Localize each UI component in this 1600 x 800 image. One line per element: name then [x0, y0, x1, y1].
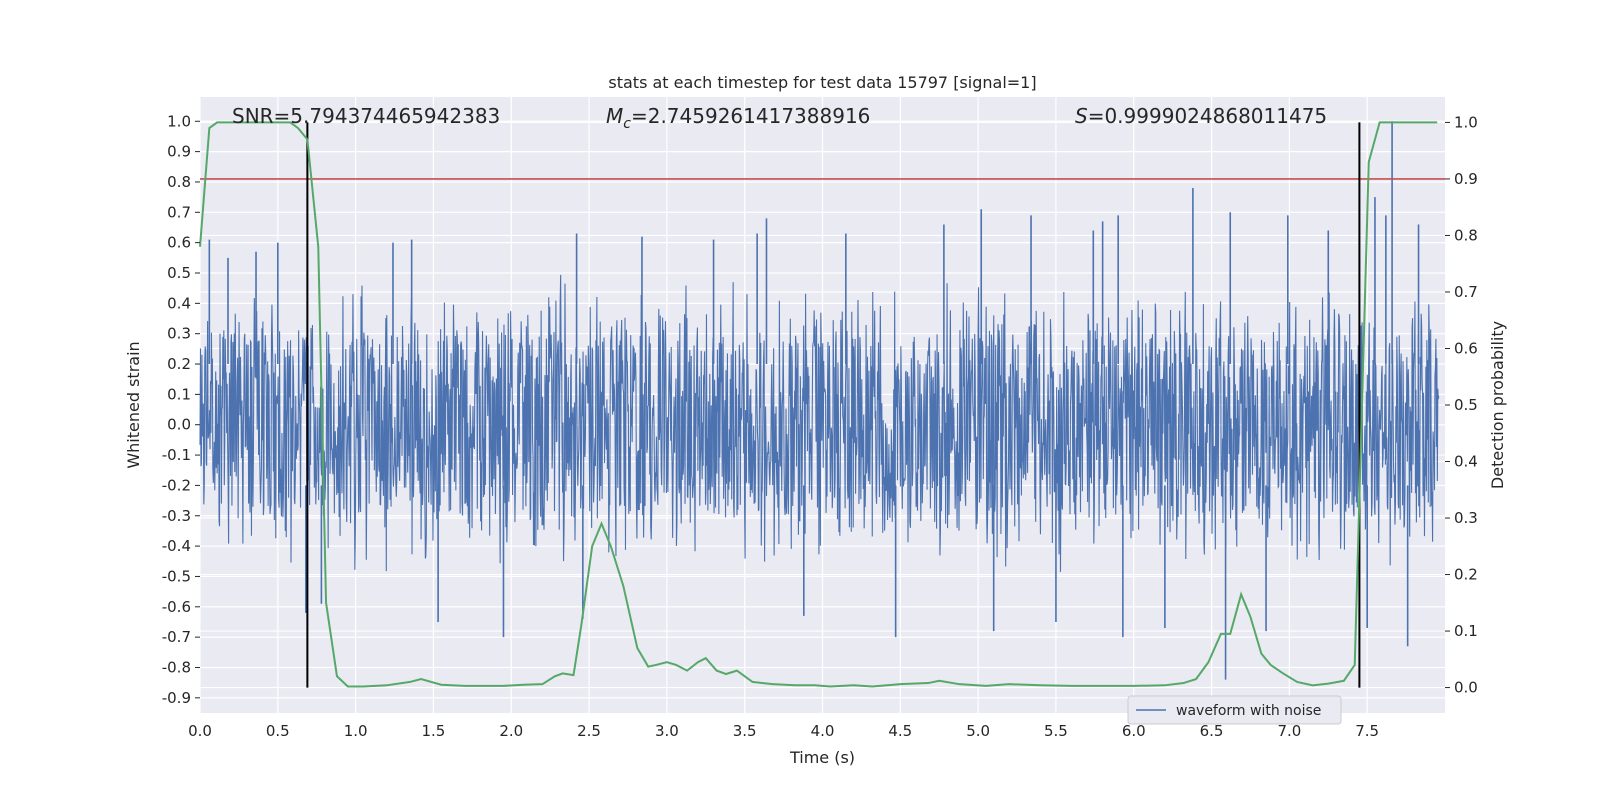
y2-tick-label: 0.2: [1454, 566, 1478, 584]
x-tick-label: 0.5: [266, 722, 290, 740]
axes: 0.0 0.5 1.0 1.5 2.0 2.5 3.0 3.5 4.0 4.5 5.0 5.5 6.0 6…: [162, 112, 1478, 740]
y-tick-label: -0.6: [162, 598, 191, 616]
y-tick-label: 0.8: [167, 173, 191, 191]
legend-box: [1127, 695, 1342, 725]
x-tick-label: 6.0: [1122, 722, 1146, 740]
y-tick-label: -0.5: [162, 567, 191, 585]
waveform-spikes: [208, 121, 1420, 680]
y-axis-label: Whitened strain: [124, 341, 143, 468]
y2-tick-label: 0.5: [1454, 396, 1478, 414]
y2-axis-label: Detection probability: [1488, 321, 1507, 489]
x-tick-label: 2.0: [499, 722, 523, 740]
waveform-path: [199, 274, 1440, 572]
chirp-mass-annotation: Mc=2.7459261417388916: [606, 104, 870, 132]
x-tick-label: 0.0: [188, 722, 212, 740]
x-tick-label: 6.5: [1200, 722, 1224, 740]
x-tick-label: 4.0: [811, 722, 835, 740]
score-symbol: S: [1075, 104, 1088, 128]
y-tick-label: 0.2: [167, 355, 191, 373]
y-tick-label: -0.8: [162, 658, 191, 676]
y2-tick-label: 1.0: [1454, 113, 1478, 131]
y-tick-label: 0.9: [167, 143, 191, 161]
x-tick-label: 5.0: [966, 722, 990, 740]
x-tick-label: 1.5: [422, 722, 446, 740]
y-tick-label: 0.3: [167, 325, 191, 343]
snr-annotation: SNR=5.794374465942383: [232, 104, 500, 128]
waveform-series: [199, 121, 1440, 680]
detection-probability-line: [199, 121, 1438, 688]
y2-tick-label: 0.0: [1454, 679, 1478, 697]
y2-tick-label: 0.8: [1454, 226, 1478, 244]
y2-tick-label: 0.7: [1454, 283, 1478, 301]
x-tick-label: 7.5: [1355, 722, 1379, 740]
y-tick-label: 1.0: [167, 112, 191, 130]
x-tick-label: 3.0: [655, 722, 679, 740]
y2-tick-label: 0.1: [1454, 622, 1478, 640]
y-tick-label: -0.7: [162, 628, 191, 646]
y2-tick-label: 0.4: [1454, 453, 1478, 471]
x-tick-label: 2.5: [577, 722, 601, 740]
y-tick-label: -0.3: [162, 507, 191, 525]
x-tick-label: 4.5: [888, 722, 912, 740]
y-tick-label: 0.4: [167, 294, 191, 312]
chirp-mass-value: =2.7459261417388916: [631, 104, 870, 128]
y2-tick-label: 0.6: [1454, 339, 1478, 357]
y-tick-label: 0.5: [167, 264, 191, 282]
y-tick-label: -0.9: [162, 689, 191, 707]
chirp-mass-symbol: M: [606, 104, 623, 128]
y2-tick-label: 0.3: [1454, 509, 1478, 527]
score-value: =0.9999024868011475: [1088, 104, 1327, 128]
chart-title: stats at each timestep for test data 157…: [608, 73, 1036, 92]
y-tick-label: -0.2: [162, 476, 191, 494]
y2-tick-label: 0.9: [1454, 170, 1478, 188]
x-axis-label: Time (s): [789, 748, 855, 767]
x-tick-label: 5.5: [1044, 722, 1068, 740]
x-tick-label: 7.0: [1277, 722, 1301, 740]
x-tick-label: 3.5: [733, 722, 757, 740]
y-tick-label: -0.4: [162, 537, 191, 555]
y-tick-label: -0.1: [162, 446, 191, 464]
y-tick-label: 0.1: [167, 385, 191, 403]
y-tick-label: 0.6: [167, 234, 191, 252]
legend: waveform with noise: [1127, 695, 1342, 725]
overlay-lines: [199, 121, 1445, 688]
legend-label: waveform with noise: [1176, 703, 1321, 719]
score-annotation: S=0.9999024868011475: [1075, 104, 1327, 128]
chirp-mass-subscript: c: [623, 116, 631, 132]
y-tick-label: 0.0: [167, 416, 191, 434]
y-tick-label: 0.7: [167, 203, 191, 221]
x-tick-label: 1.0: [344, 722, 368, 740]
